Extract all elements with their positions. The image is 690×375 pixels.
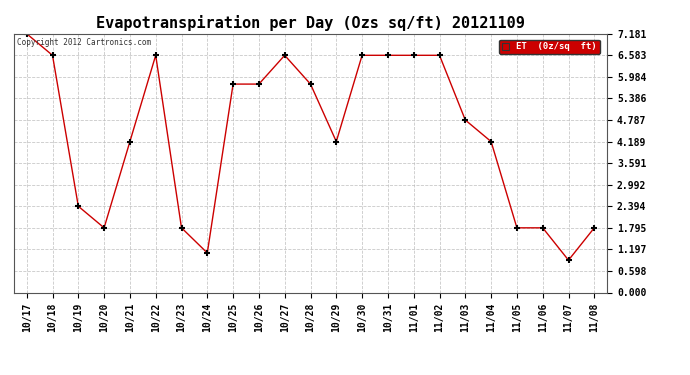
Text: Copyright 2012 Cartronics.com: Copyright 2012 Cartronics.com [17, 38, 151, 46]
Title: Evapotranspiration per Day (Ozs sq/ft) 20121109: Evapotranspiration per Day (Ozs sq/ft) 2… [96, 15, 525, 31]
Legend: ET  (0z/sq  ft): ET (0z/sq ft) [500, 39, 600, 54]
